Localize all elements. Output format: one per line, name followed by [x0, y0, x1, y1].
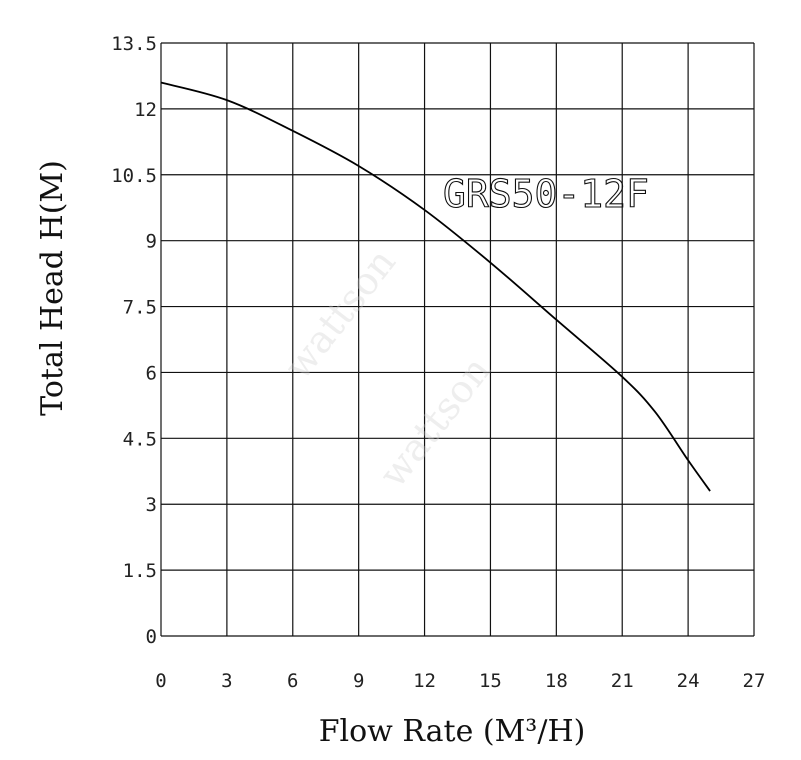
series-label: GRS50-12F — [443, 172, 649, 216]
tick-labels: 0 3 6 9 12 15 18 21 24 27 0 1.5 3 4.5 6 7.5 9 10.5 12 13.5 — [111, 33, 765, 692]
x-tick-label: 12 — [413, 670, 436, 692]
x-tick-label: 3 — [221, 670, 232, 692]
x-tick-label: 18 — [545, 670, 568, 692]
y-tick-label: 6 — [146, 362, 157, 384]
y-tick-label: 12 — [134, 99, 157, 121]
grid — [160, 42, 755, 637]
series-line — [160, 81, 711, 492]
x-tick-label: 0 — [155, 670, 166, 692]
y-tick-label: 10.5 — [111, 165, 157, 187]
y-tick-label: 3 — [146, 494, 157, 516]
y-tick-label: 13.5 — [111, 33, 157, 55]
y-tick-label: 1.5 — [123, 560, 157, 582]
y-tick-label: 7.5 — [123, 297, 157, 319]
y-tick-label: 9 — [146, 231, 157, 253]
watermark-text: wattson — [275, 240, 404, 387]
x-tick-label: 27 — [743, 670, 766, 692]
x-tick-label: 15 — [479, 670, 502, 692]
y-tick-label: 4.5 — [123, 428, 157, 450]
y-tick-label: 0 — [146, 626, 157, 648]
x-tick-label: 6 — [287, 670, 298, 692]
x-tick-label: 24 — [677, 670, 700, 692]
watermark-text: wattson — [370, 348, 499, 495]
series-layer — [160, 81, 711, 492]
y-axis-title: Total Head H(M) — [35, 160, 70, 416]
x-tick-label: 21 — [611, 670, 634, 692]
x-axis-title: Flow Rate (M³/H) — [319, 714, 586, 749]
x-tick-label: 9 — [353, 670, 364, 692]
